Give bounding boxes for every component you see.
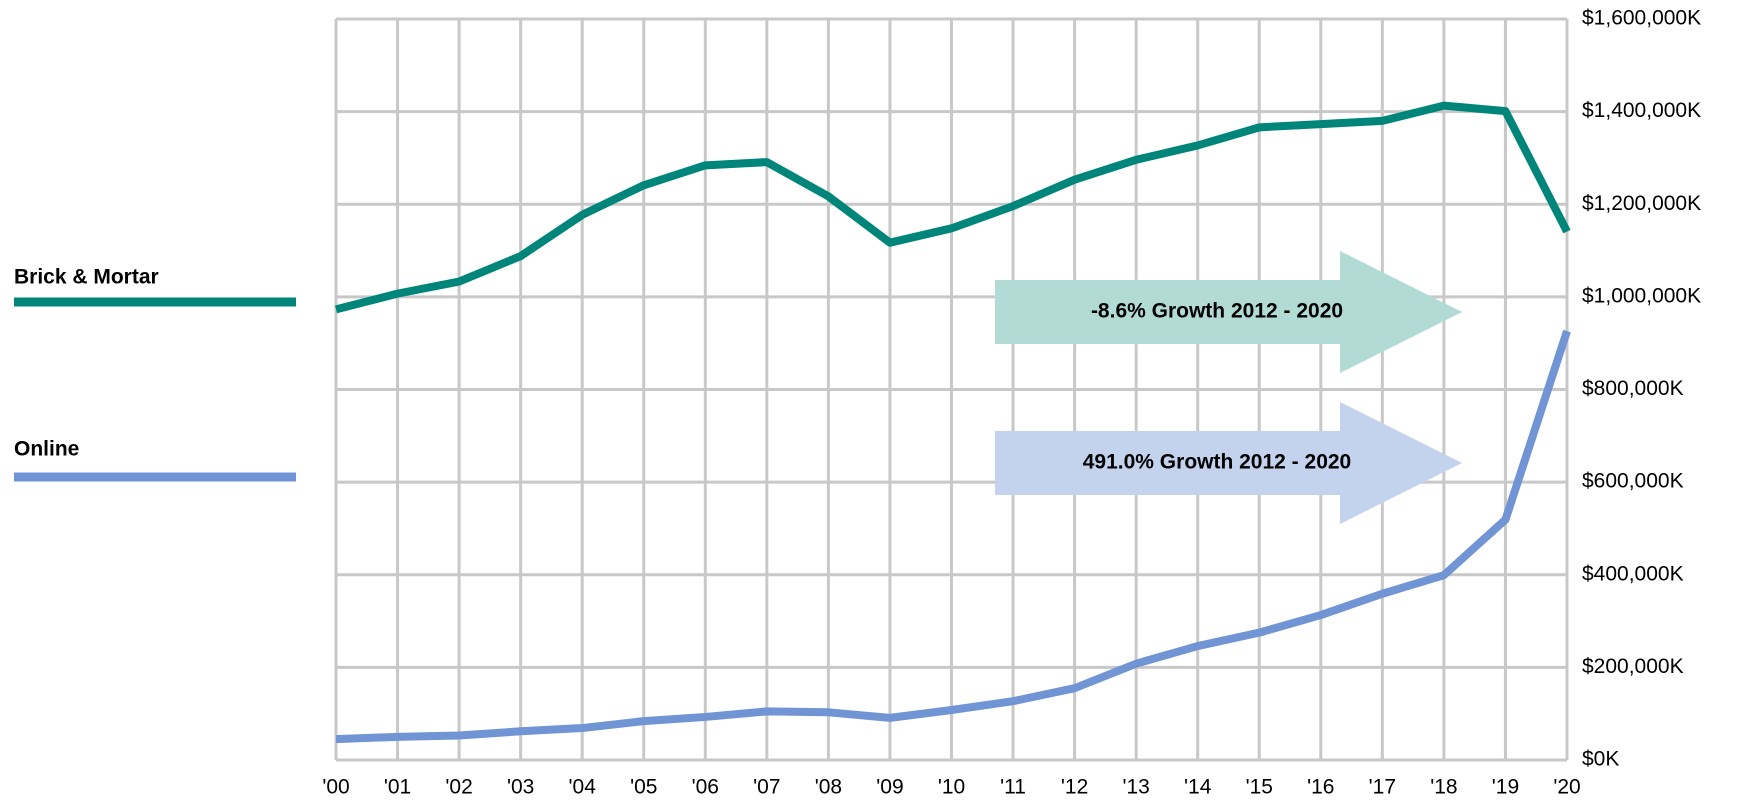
x-tick-label: '07 xyxy=(753,776,780,799)
x-tick-label: '00 xyxy=(322,776,349,799)
x-tick-label: '14 xyxy=(1184,776,1212,799)
growth-arrow xyxy=(995,402,1462,524)
x-tick-label: '15 xyxy=(1246,776,1273,799)
x-tick-label: '19 xyxy=(1492,776,1519,799)
y-tick-label: $800,000K xyxy=(1582,377,1684,400)
x-tick-label: '02 xyxy=(445,776,472,799)
x-tick-label: '10 xyxy=(938,776,965,799)
x-tick-label: '09 xyxy=(876,776,903,799)
y-tick-label: $1,400,000K xyxy=(1582,99,1701,122)
x-tick-label: '05 xyxy=(630,776,657,799)
x-tick-label: '13 xyxy=(1122,776,1149,799)
x-tick-label: '12 xyxy=(1061,776,1088,799)
series-line xyxy=(335,101,1571,314)
y-tick-label: $1,200,000K xyxy=(1582,192,1701,215)
x-tick-label: '08 xyxy=(815,776,842,799)
x-tick-label: '11 xyxy=(1000,776,1026,799)
legend-label: Online xyxy=(14,438,79,461)
x-tick-label: '04 xyxy=(569,776,597,799)
x-tick-label: '16 xyxy=(1307,776,1334,799)
y-tick-label: $200,000K xyxy=(1582,655,1684,678)
y-tick-label: $600,000K xyxy=(1582,470,1684,493)
x-tick-label: '01 xyxy=(384,776,411,799)
series-line xyxy=(335,329,1571,744)
x-tick-label: '17 xyxy=(1369,776,1396,799)
growth-arrow xyxy=(995,251,1462,373)
annotation: -8.6% Growth 2012 - 2020 xyxy=(1091,300,1343,323)
annotation: 491.0% Growth 2012 - 2020 xyxy=(1083,451,1351,474)
y-tick-label: $400,000K xyxy=(1582,562,1684,585)
y-tick-label: $0K xyxy=(1582,748,1619,771)
legend-label: Brick & Mortar xyxy=(14,266,159,289)
y-tick-label: $1,000,000K xyxy=(1582,284,1701,307)
x-tick-label: '06 xyxy=(692,776,719,799)
x-tick-label: '18 xyxy=(1430,776,1457,799)
x-tick-label: '03 xyxy=(507,776,534,799)
x-tick-label: '20 xyxy=(1553,776,1580,799)
y-tick-label: $1,600,000K xyxy=(1582,7,1701,30)
